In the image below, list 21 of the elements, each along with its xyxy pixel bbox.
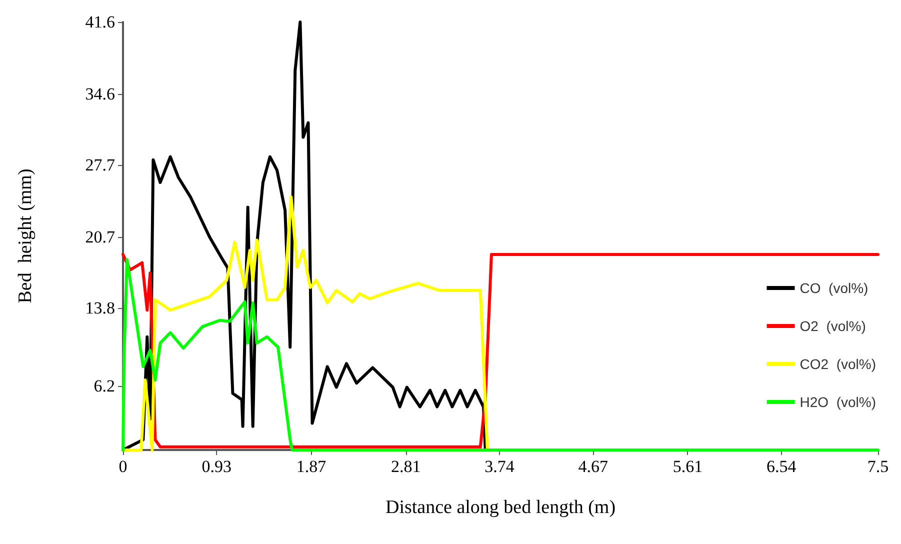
y-tick-label: 20.7 bbox=[85, 228, 116, 247]
y-tick-label: 13.8 bbox=[85, 298, 115, 318]
y-tick-label: 27.7 bbox=[85, 156, 116, 175]
y-tick-label: 41.6 bbox=[85, 12, 115, 32]
x-axis-title: Distance along bed length (m) bbox=[385, 497, 616, 518]
legend-label: CO (vol%) bbox=[800, 280, 868, 296]
x-tick-label: 4.67 bbox=[578, 457, 608, 476]
x-tick-label: 5.61 bbox=[672, 457, 703, 476]
y-axis-title: Bed height (mm) bbox=[15, 168, 36, 304]
y-tick-label: 6.2 bbox=[94, 376, 115, 396]
x-tick-label: 1.87 bbox=[296, 457, 327, 476]
x-tick-label: 7.5 bbox=[867, 457, 889, 476]
legend-label: O2 (vol%) bbox=[800, 318, 866, 334]
legend-label: H2O (vol%) bbox=[800, 394, 876, 410]
x-tick-label: 6.54 bbox=[766, 457, 797, 476]
x-tick-label: 2.81 bbox=[391, 457, 421, 476]
legend-label: CO2 (vol%) bbox=[800, 356, 876, 372]
x-tick-label: 0.93 bbox=[202, 457, 232, 476]
x-tick-label: 3.74 bbox=[484, 457, 515, 476]
y-tick-label: 34.6 bbox=[85, 84, 115, 104]
x-tick-label: 0 bbox=[118, 457, 128, 476]
